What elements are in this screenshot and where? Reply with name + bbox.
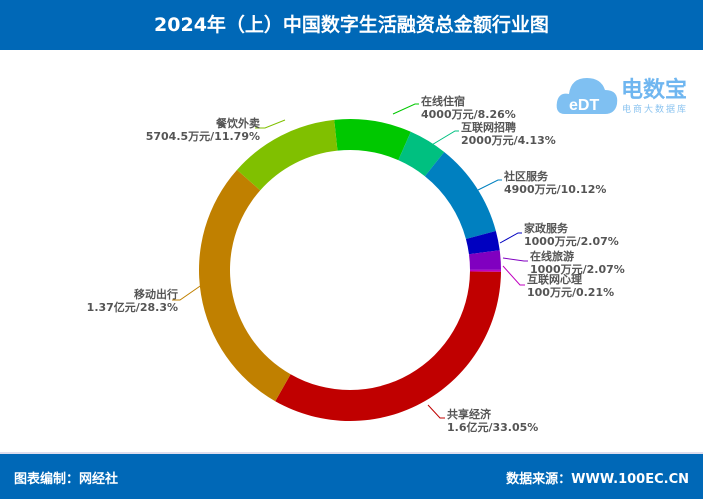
logo-sub: 电商大数据库 (622, 105, 689, 115)
footer: 图表编制：网经社 数据来源：WWW.100EC.CN (0, 454, 703, 499)
slice-label: 互联网招聘 2000万元/4.13% (461, 121, 556, 147)
label-category: 互联网招聘 (461, 121, 516, 134)
label-value: 4000万元/8.26% (421, 108, 516, 121)
label-value: 1000万元/2.07% (524, 235, 619, 248)
leader-line-4 (502, 257, 528, 262)
label-category: 在线旅游 (530, 250, 574, 263)
leader-line-8 (255, 119, 286, 129)
chart-title: 2024年（上）中国数字生活融资总金额行业图 (0, 0, 703, 50)
leader-line-0 (392, 103, 419, 115)
leader-line-6 (427, 404, 445, 419)
logo-name: 电数宝 (621, 78, 688, 103)
leader-line-1 (429, 130, 459, 147)
leader-line-5 (502, 265, 525, 286)
slice-7 (199, 169, 291, 402)
slice-3 (465, 231, 500, 255)
label-category: 社区服务 (504, 170, 548, 183)
slice-label: 家政服务 1000万元/2.07% (524, 222, 619, 248)
leader-line-3 (499, 232, 522, 244)
leader-line-7 (172, 281, 207, 301)
slice-label: 在线住宿 4000万元/8.26% (421, 95, 516, 121)
label-value: 100万元/0.21% (527, 286, 615, 299)
slice-label: 互联网心理 100万元/0.21% (527, 273, 614, 299)
footer-source: 数据来源：WWW.100EC.CN (506, 472, 689, 487)
slice-6 (275, 271, 501, 421)
label-value: 1.6亿元/33.05% (447, 421, 539, 434)
label-value: 1.37亿元/28.3% (86, 301, 178, 314)
slice-label: 在线旅游 1000万元/2.07% (530, 250, 625, 276)
label-category: 餐饮外卖 (216, 117, 260, 130)
label-category: 共享经济 (447, 408, 491, 421)
slice-4 (468, 250, 501, 270)
divider (0, 452, 703, 454)
donut-chart (172, 103, 528, 421)
leader-line-2 (477, 179, 502, 191)
cloud-logo-icon: eDT (556, 78, 618, 114)
slice-label: 餐饮外卖 5704.5万元/11.79% (120, 117, 260, 143)
label-value: 1000万元/2.07% (530, 263, 625, 276)
svg-text:eDT: eDT (569, 97, 599, 114)
label-category: 在线住宿 (421, 95, 465, 108)
slice-label: 社区服务 4900万元/10.12% (504, 170, 606, 196)
logo: eDT 电数宝 电商大数据库 (555, 70, 695, 120)
label-value: 4900万元/10.12% (504, 183, 607, 196)
label-value: 5704.5万元/11.79% (145, 130, 260, 143)
footer-credit: 图表编制：网经社 (14, 472, 119, 487)
slice-5 (469, 269, 501, 272)
slice-0 (334, 119, 411, 161)
label-category: 家政服务 (524, 222, 568, 235)
label-value: 2000万元/4.13% (461, 134, 556, 147)
label-category: 互联网心理 (527, 273, 582, 286)
slice-label: 移动出行 1.37亿元/28.3% (70, 288, 178, 314)
slice-label: 共享经济 1.6亿元/33.05% (447, 408, 538, 434)
slice-1 (398, 131, 445, 177)
slice-8 (237, 119, 338, 191)
slice-2 (424, 151, 496, 240)
label-category: 移动出行 (134, 288, 178, 301)
